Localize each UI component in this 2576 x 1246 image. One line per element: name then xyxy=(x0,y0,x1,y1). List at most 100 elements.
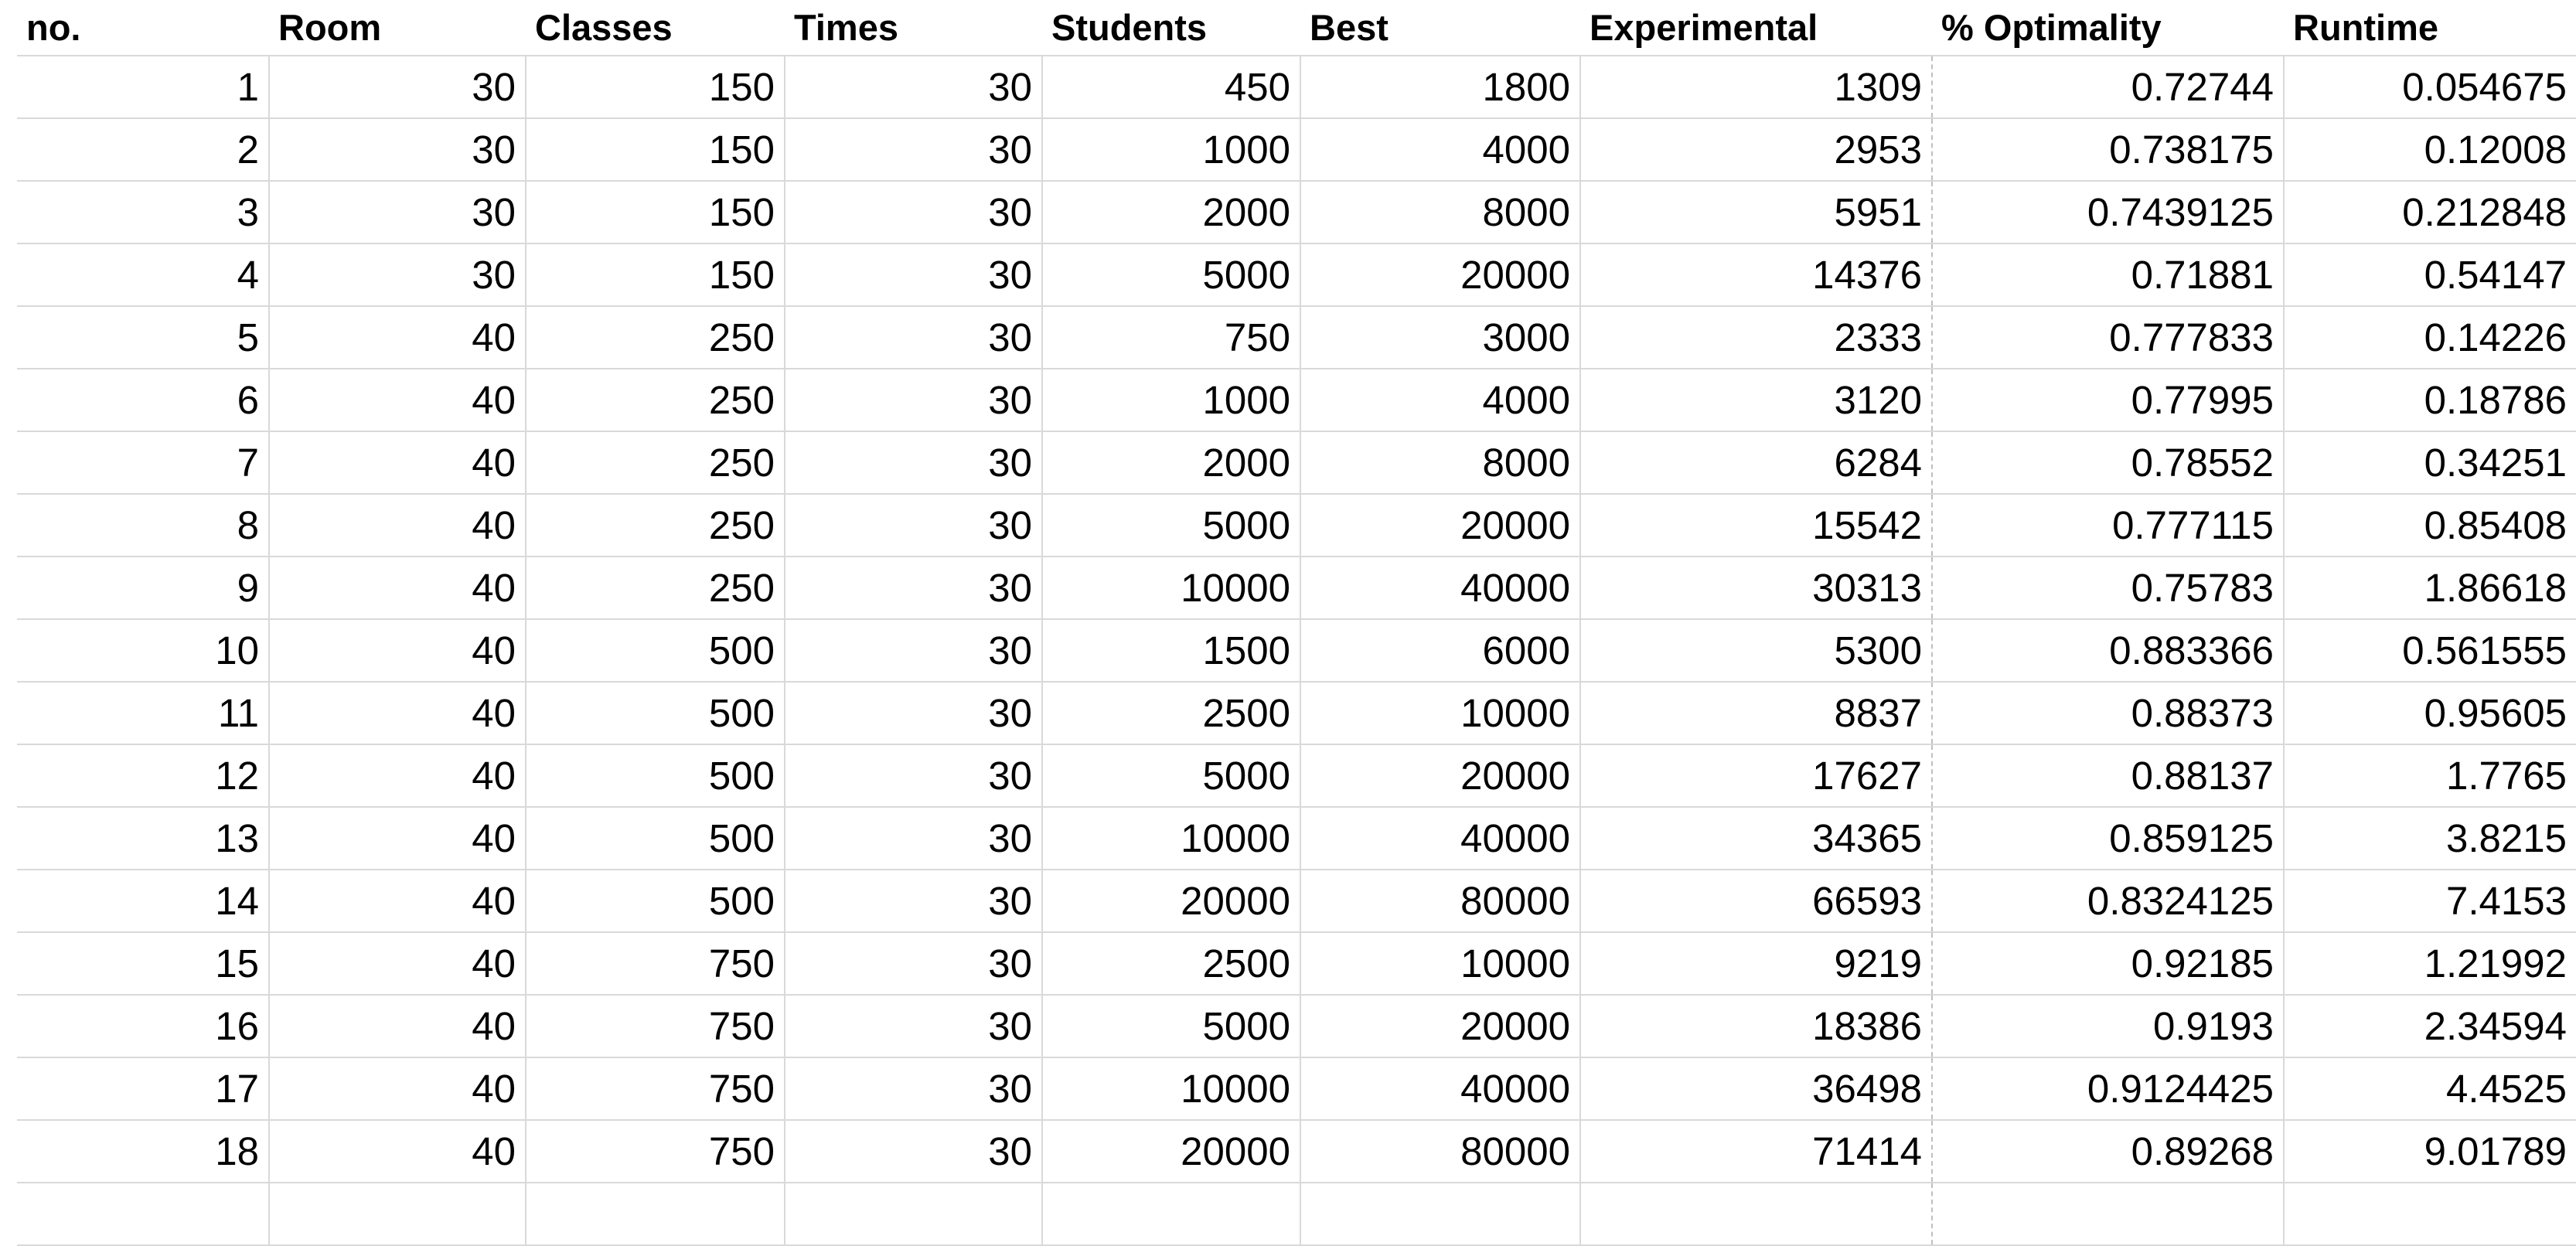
cell-experimental[interactable]: 17627 xyxy=(1580,744,1933,808)
cell-students[interactable]: 750 xyxy=(1042,306,1301,369)
cell-times[interactable]: 30 xyxy=(785,682,1043,745)
cell-experimental[interactable]: 1309 xyxy=(1580,56,1933,119)
cell-classes[interactable]: 250 xyxy=(526,557,785,620)
classes-header[interactable]: Classes xyxy=(526,0,785,56)
cell-classes[interactable]: 500 xyxy=(526,682,785,745)
cell-runtime[interactable]: 0.561555 xyxy=(2284,619,2576,683)
cell-runtime[interactable]: 4.4525 xyxy=(2284,1057,2576,1121)
cell-room[interactable]: 30 xyxy=(269,56,526,119)
cell-times[interactable]: 30 xyxy=(785,1057,1043,1121)
empty-cell[interactable] xyxy=(1042,1183,1301,1246)
cell-students[interactable]: 5000 xyxy=(1042,995,1301,1058)
cell-no[interactable]: 5 xyxy=(17,306,270,369)
cell-room[interactable]: 40 xyxy=(269,1120,526,1183)
cell-times[interactable]: 30 xyxy=(785,744,1043,808)
cell-room[interactable]: 40 xyxy=(269,494,526,557)
empty-cell[interactable] xyxy=(269,1183,526,1246)
cell-best[interactable]: 80000 xyxy=(1300,1120,1581,1183)
cell-room[interactable]: 40 xyxy=(269,557,526,620)
cell-best[interactable]: 10000 xyxy=(1300,932,1581,996)
cell-classes[interactable]: 500 xyxy=(526,807,785,870)
cell-experimental[interactable]: 3120 xyxy=(1580,369,1933,432)
cell-best[interactable]: 20000 xyxy=(1300,995,1581,1058)
cell-runtime[interactable]: 0.18786 xyxy=(2284,369,2576,432)
cell-room[interactable]: 40 xyxy=(269,995,526,1058)
cell-experimental[interactable]: 66593 xyxy=(1580,870,1933,933)
cell-optimality[interactable]: 0.738175 xyxy=(1932,118,2285,182)
cell-no[interactable]: 14 xyxy=(17,870,270,933)
cell-students[interactable]: 10000 xyxy=(1042,557,1301,620)
cell-no[interactable]: 1 xyxy=(17,56,270,119)
optimality-header[interactable]: % Optimality xyxy=(1932,0,2284,56)
cell-room[interactable]: 40 xyxy=(269,1057,526,1121)
cell-students[interactable]: 1500 xyxy=(1042,619,1301,683)
cell-no[interactable]: 6 xyxy=(17,369,270,432)
cell-classes[interactable]: 250 xyxy=(526,431,785,495)
cell-runtime[interactable]: 0.34251 xyxy=(2284,431,2576,495)
cell-runtime[interactable]: 3.8215 xyxy=(2284,807,2576,870)
cell-students[interactable]: 2500 xyxy=(1042,932,1301,996)
cell-students[interactable]: 5000 xyxy=(1042,494,1301,557)
cell-optimality[interactable]: 0.71881 xyxy=(1932,243,2285,307)
cell-experimental[interactable]: 9219 xyxy=(1580,932,1933,996)
no-header[interactable]: no. xyxy=(17,0,269,56)
cell-optimality[interactable]: 0.883366 xyxy=(1932,619,2285,683)
cell-optimality[interactable]: 0.88137 xyxy=(1932,744,2285,808)
cell-experimental[interactable]: 14376 xyxy=(1580,243,1933,307)
cell-optimality[interactable]: 0.77995 xyxy=(1932,369,2285,432)
times-header[interactable]: Times xyxy=(785,0,1042,56)
empty-cell[interactable] xyxy=(785,1183,1043,1246)
cell-experimental[interactable]: 30313 xyxy=(1580,557,1933,620)
cell-classes[interactable]: 750 xyxy=(526,1057,785,1121)
cell-room[interactable]: 40 xyxy=(269,619,526,683)
empty-cell[interactable] xyxy=(17,1183,270,1246)
cell-classes[interactable]: 500 xyxy=(526,619,785,683)
cell-best[interactable]: 4000 xyxy=(1300,118,1581,182)
cell-experimental[interactable]: 6284 xyxy=(1580,431,1933,495)
cell-optimality[interactable]: 0.777833 xyxy=(1932,306,2285,369)
cell-best[interactable]: 1800 xyxy=(1300,56,1581,119)
cell-best[interactable]: 20000 xyxy=(1300,744,1581,808)
cell-students[interactable]: 1000 xyxy=(1042,369,1301,432)
cell-times[interactable]: 30 xyxy=(785,306,1043,369)
cell-times[interactable]: 30 xyxy=(785,870,1043,933)
cell-runtime[interactable]: 9.01789 xyxy=(2284,1120,2576,1183)
cell-best[interactable]: 6000 xyxy=(1300,619,1581,683)
cell-no[interactable]: 3 xyxy=(17,181,270,244)
cell-students[interactable]: 20000 xyxy=(1042,1120,1301,1183)
cell-runtime[interactable]: 1.7765 xyxy=(2284,744,2576,808)
cell-classes[interactable]: 150 xyxy=(526,243,785,307)
cell-runtime[interactable]: 2.34594 xyxy=(2284,995,2576,1058)
cell-runtime[interactable]: 0.95605 xyxy=(2284,682,2576,745)
cell-best[interactable]: 10000 xyxy=(1300,682,1581,745)
cell-times[interactable]: 30 xyxy=(785,557,1043,620)
cell-room[interactable]: 30 xyxy=(269,243,526,307)
cell-students[interactable]: 2000 xyxy=(1042,181,1301,244)
cell-classes[interactable]: 150 xyxy=(526,181,785,244)
cell-experimental[interactable]: 71414 xyxy=(1580,1120,1933,1183)
cell-no[interactable]: 7 xyxy=(17,431,270,495)
cell-students[interactable]: 2500 xyxy=(1042,682,1301,745)
cell-experimental[interactable]: 34365 xyxy=(1580,807,1933,870)
cell-classes[interactable]: 150 xyxy=(526,56,785,119)
cell-experimental[interactable]: 15542 xyxy=(1580,494,1933,557)
cell-optimality[interactable]: 0.9193 xyxy=(1932,995,2285,1058)
cell-optimality[interactable]: 0.92185 xyxy=(1932,932,2285,996)
cell-no[interactable]: 4 xyxy=(17,243,270,307)
cell-runtime[interactable]: 1.86618 xyxy=(2284,557,2576,620)
cell-experimental[interactable]: 18386 xyxy=(1580,995,1933,1058)
cell-best[interactable]: 8000 xyxy=(1300,431,1581,495)
cell-experimental[interactable]: 36498 xyxy=(1580,1057,1933,1121)
cell-best[interactable]: 40000 xyxy=(1300,557,1581,620)
cell-runtime[interactable]: 7.4153 xyxy=(2284,870,2576,933)
cell-times[interactable]: 30 xyxy=(785,1120,1043,1183)
cell-no[interactable]: 11 xyxy=(17,682,270,745)
cell-no[interactable]: 12 xyxy=(17,744,270,808)
cell-optimality[interactable]: 0.72744 xyxy=(1932,56,2285,119)
cell-room[interactable]: 40 xyxy=(269,744,526,808)
cell-no[interactable]: 8 xyxy=(17,494,270,557)
cell-optimality[interactable]: 0.7439125 xyxy=(1932,181,2285,244)
cell-times[interactable]: 30 xyxy=(785,995,1043,1058)
cell-best[interactable]: 4000 xyxy=(1300,369,1581,432)
cell-runtime[interactable]: 0.212848 xyxy=(2284,181,2576,244)
